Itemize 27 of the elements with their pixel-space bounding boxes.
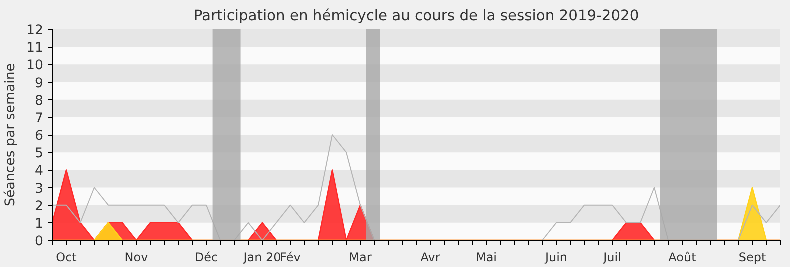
y-tick-label: 0: [35, 234, 44, 250]
y-tick-label: 2: [35, 199, 44, 214]
y-tick-label: 12: [26, 24, 44, 38]
y-tick-label: 10: [26, 58, 44, 74]
y-tick-label: 7: [35, 111, 44, 126]
x-tick-label: Juil: [602, 250, 622, 264]
x-tick-label: Juin: [544, 250, 568, 264]
x-tick-label: Avr: [420, 250, 440, 264]
x-tick-label: Nov: [124, 250, 148, 264]
chart-title: Participation en hémicycle au cours de la session 2019-2020: [194, 8, 640, 24]
x-tick-label: Déc: [194, 250, 218, 264]
y-tick-label: 4: [35, 164, 44, 180]
y-tick-label: 3: [35, 182, 44, 197]
x-tick-label: Mai: [476, 250, 498, 264]
x-tick-label: Mar: [349, 250, 372, 264]
y-tick-label: 6: [35, 129, 44, 144]
y-tick-label: 9: [35, 76, 44, 92]
y-axis-title: Séances par semaine: [4, 64, 19, 206]
x-tick-label: Oct: [56, 250, 78, 264]
y-tick-label: 1: [35, 216, 44, 232]
y-tick-label: 8: [35, 94, 44, 109]
x-tick-label: Sept: [738, 250, 766, 264]
y-tick-label: 5: [35, 146, 44, 162]
x-tick-label: Août: [668, 250, 697, 264]
x-tick-label: Fév: [280, 250, 301, 264]
y-tick-label: 11: [26, 41, 44, 56]
x-tick-label: Jan 20: [242, 250, 282, 264]
